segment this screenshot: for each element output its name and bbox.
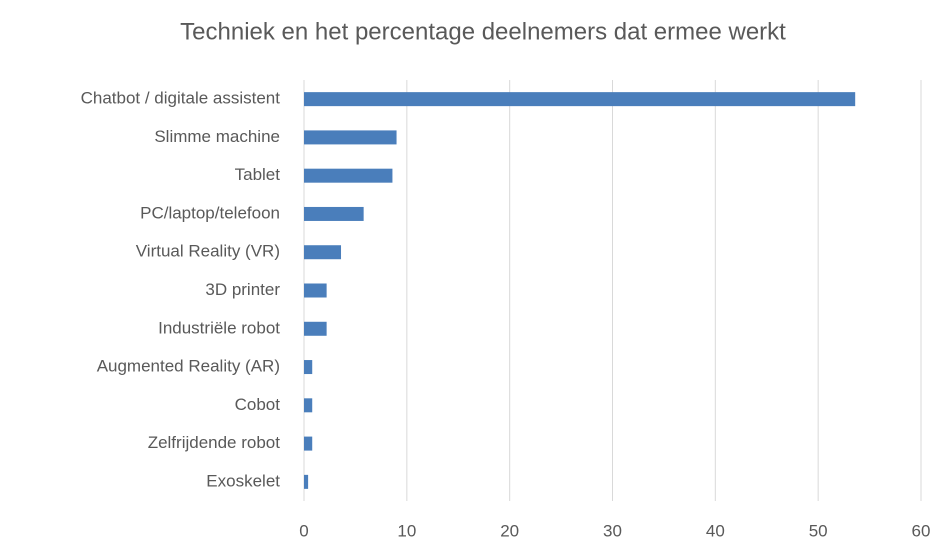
x-tick-label: 20	[500, 521, 519, 540]
y-tick-label: Zelfrijdende robot	[148, 433, 281, 452]
bar	[304, 130, 397, 145]
bar	[304, 206, 364, 221]
bar	[304, 92, 856, 107]
x-tick-label: 50	[809, 521, 828, 540]
y-tick-label: PC/laptop/telefoon	[140, 203, 280, 222]
x-tick-label: 10	[397, 521, 416, 540]
bar	[304, 474, 309, 489]
bar	[304, 436, 313, 451]
y-tick-label: Exoskelet	[206, 471, 280, 490]
y-tick-label: Industriële robot	[158, 318, 280, 337]
y-tick-label: 3D printer	[205, 280, 280, 299]
x-tick-label: 30	[603, 521, 622, 540]
bar	[304, 398, 313, 413]
y-tick-label: Virtual Reality (VR)	[136, 242, 280, 261]
bar	[304, 321, 327, 336]
y-tick-label: Cobot	[235, 395, 281, 414]
bar	[304, 168, 393, 183]
y-tick-label: Slimme machine	[154, 127, 280, 146]
bar	[304, 245, 342, 260]
y-tick-label: Chatbot / digitale assistent	[81, 89, 281, 108]
x-tick-label: 40	[706, 521, 725, 540]
x-tick-label: 60	[912, 521, 930, 540]
y-tick-label: Augmented Reality (AR)	[97, 357, 280, 376]
chart-title: Techniek en het percentage deelnemers da…	[180, 18, 786, 45]
y-tick-label: Tablet	[235, 165, 281, 184]
bar	[304, 283, 327, 298]
x-tick-label: 0	[299, 521, 308, 540]
bar	[304, 360, 313, 375]
